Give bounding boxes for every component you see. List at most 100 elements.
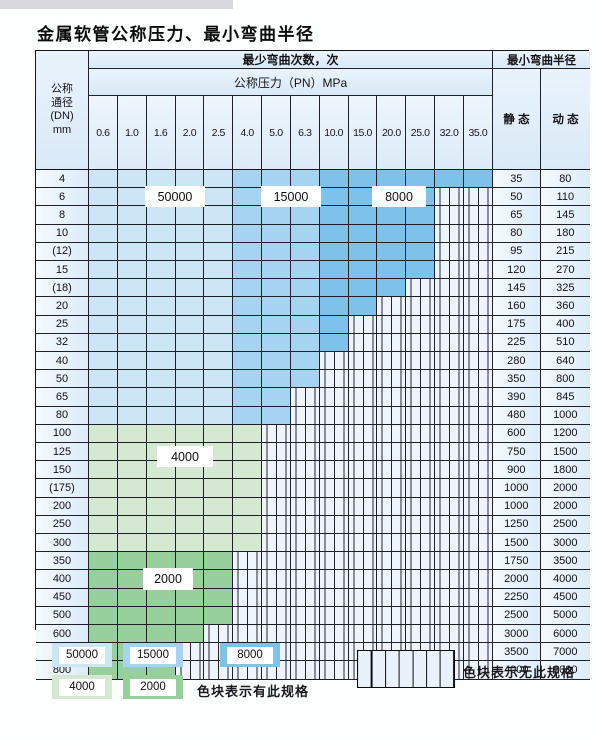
- spec-available-cell: [89, 443, 118, 462]
- spec-available-cell: [233, 479, 263, 498]
- dynamic-radius-value: 1200: [540, 424, 590, 444]
- pressure-column-header: 35.0: [463, 96, 493, 169]
- spec-available-cell: [117, 188, 147, 207]
- spec-unavailable-cell: [435, 388, 464, 407]
- spec-available-cell: [117, 370, 147, 389]
- dn-value: 250: [36, 515, 89, 535]
- static-radius-value: 900: [492, 461, 541, 480]
- dynamic-radius-value: 8000: [540, 661, 590, 680]
- dn-value: 15: [36, 261, 89, 280]
- spec-available-cell: [262, 224, 291, 243]
- spec-unavailable-cell: [435, 370, 464, 389]
- spec-available-cell: [117, 261, 147, 280]
- spec-unavailable-cell: [290, 443, 320, 462]
- spec-unavailable-cell: [463, 443, 493, 462]
- spec-unavailable-cell: [348, 388, 378, 407]
- spec-available-cell: [204, 588, 234, 607]
- spec-available-cell: [319, 170, 349, 189]
- spec-available-cell: [175, 279, 205, 298]
- legend-swatch-8000: 8000: [220, 643, 280, 667]
- spec-available-cell: [89, 188, 118, 207]
- spec-unavailable-cell: [435, 279, 464, 298]
- spec-unavailable-cell: [348, 352, 378, 371]
- spec-available-cell: [146, 297, 176, 316]
- dn-value: 50: [36, 370, 89, 389]
- spec-available-cell: [117, 242, 147, 262]
- spec-unavailable-cell: [463, 497, 493, 516]
- region-label-4000: 4000: [158, 447, 212, 466]
- spec-unavailable-cell: [435, 552, 464, 571]
- spec-available-cell: [89, 297, 118, 316]
- dynamic-radius-value: 2000: [540, 497, 590, 516]
- spec-available-cell: [319, 261, 349, 280]
- legend-swatch-label: 15000: [130, 646, 176, 664]
- spec-unavailable-cell: [463, 297, 493, 316]
- spec-available-cell: [146, 606, 176, 626]
- spec-available-cell: [89, 588, 118, 607]
- spec-unavailable-cell: [233, 625, 263, 644]
- spec-available-cell: [319, 333, 349, 353]
- spec-unavailable-cell: [377, 406, 407, 425]
- spec-unavailable-cell: [463, 625, 493, 644]
- spec-available-cell: [89, 461, 118, 480]
- table-row: 125 750 1500: [36, 443, 590, 462]
- spec-available-cell: [146, 315, 176, 334]
- spec-available-cell: [117, 625, 147, 644]
- dynamic-radius-value: 510: [540, 333, 590, 353]
- spec-available-cell: [175, 588, 205, 607]
- dynamic-radius-value: 3000: [540, 534, 590, 553]
- spec-available-cell: [146, 534, 176, 553]
- spec-available-cell: [146, 352, 176, 371]
- spec-available-cell: [89, 370, 118, 389]
- spec-available-cell: [435, 170, 464, 189]
- pressure-column-header: 1.6: [146, 96, 176, 169]
- spec-available-cell: [175, 515, 205, 535]
- spec-unavailable-cell: [290, 388, 320, 407]
- spec-available-cell: [175, 170, 205, 189]
- spec-unavailable-cell: [463, 352, 493, 371]
- dn-value: (12): [36, 242, 89, 262]
- hose-spec-table: 公称 通径 (DN) mm 最少弯曲次数，次 最小弯曲半径 公称压力（PN）MP…: [35, 50, 590, 680]
- spec-unavailable-cell: [463, 661, 493, 680]
- spec-unavailable-cell: [290, 534, 320, 553]
- table-body: 4 35 80 6 50 110 8 65 145 10 80 180 (12) 95 215 15 120 27…: [36, 169, 590, 680]
- spec-unavailable-cell: [348, 606, 378, 626]
- spec-available-cell: [117, 424, 147, 444]
- legend-no-spec-text: 色块表示无此规格: [463, 665, 576, 680]
- pressure-column-header: 20.0: [377, 96, 407, 169]
- spec-available-cell: [319, 224, 349, 243]
- spec-available-cell: [262, 352, 291, 371]
- spec-available-cell: [117, 206, 147, 225]
- spec-available-cell: [406, 242, 436, 262]
- spec-available-cell: [233, 388, 263, 407]
- spec-available-cell: [233, 406, 263, 425]
- spec-unavailable-cell: [262, 552, 291, 571]
- table-row: 300 1500 3000: [36, 534, 590, 553]
- spec-unavailable-cell: [233, 552, 263, 571]
- spec-unavailable-cell: [463, 515, 493, 535]
- spec-available-cell: [117, 443, 147, 462]
- spec-available-cell: [348, 279, 378, 298]
- static-radius-value: 145: [492, 279, 541, 298]
- spec-unavailable-cell: [463, 643, 493, 662]
- table-row: 70035007000: [36, 643, 590, 662]
- static-radius-value: 3500: [492, 643, 541, 662]
- spec-available-cell: [204, 606, 234, 626]
- spec-unavailable-cell: [435, 515, 464, 535]
- dn-value: 400: [36, 570, 89, 589]
- table-row: 500 2500 5000: [36, 606, 590, 626]
- spec-unavailable-cell: [319, 552, 349, 571]
- spec-available-cell: [117, 479, 147, 498]
- spec-available-cell: [89, 261, 118, 280]
- spec-available-cell: [175, 297, 205, 316]
- spec-available-cell: [89, 388, 118, 407]
- spec-available-cell: [89, 242, 118, 262]
- spec-unavailable-cell: [290, 497, 320, 516]
- spec-unavailable-cell: [262, 461, 291, 480]
- scan-artifact-strip: [0, 0, 233, 9]
- spec-available-cell: [146, 170, 176, 189]
- spec-unavailable-cell: [377, 297, 407, 316]
- spec-unavailable-cell: [406, 333, 436, 353]
- spec-unavailable-cell: [319, 515, 349, 535]
- spec-unavailable-cell: [406, 388, 436, 407]
